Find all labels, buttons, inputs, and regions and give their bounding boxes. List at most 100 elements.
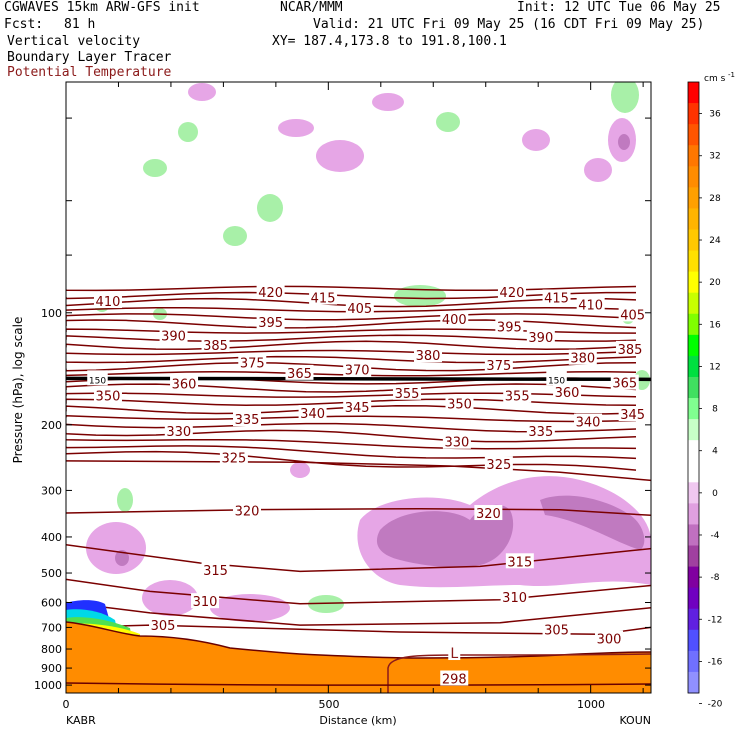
colorbar-swatch [688,292,699,315]
left-station-label: KABR [66,714,96,727]
theta-label-bg [618,405,647,421]
theta-label: 405 [347,302,372,317]
colorbar-swatch [688,124,699,146]
theta-label: 350 [96,390,121,405]
colorbar-tick-label: 16 [709,320,721,330]
theta-label-bg [445,395,474,411]
colorbar-unit: cm s [704,74,726,84]
colorbar-swatch [688,419,699,441]
theta-label: 335 [235,413,260,428]
theta-label: 150 [89,376,106,386]
theta-label: 310 [193,595,218,610]
theta-labels: 420 415 405 410 420 415 410 405 395 400 395 390 390 3… [87,284,647,688]
theta-label: 330 [166,425,191,440]
downdraft-blob [290,462,310,478]
theta-label: 315 [507,555,532,570]
theta-label-bg [500,589,529,605]
colorbar-swatch [688,103,699,125]
theta-label: 335 [528,425,553,440]
theta-label-bg [238,354,267,370]
theta-label: 395 [497,321,522,336]
theta-label: 380 [416,349,441,364]
colorbar-swatch [688,440,699,462]
theta-label: 420 [258,286,283,301]
colorbar-swatch [688,566,699,589]
theta-contour-line [66,355,637,364]
theta-label: 325 [221,452,246,467]
theta-label: 320 [235,505,260,520]
colorbar-unit-exponent: -1 [728,71,735,79]
theta-label: L [450,646,458,662]
theta-contour-line [66,429,637,443]
colorbar-swatch [688,145,699,167]
theta-label-bg [285,364,314,380]
y-tick-label: 300 [41,484,62,497]
theta-contour-line [66,601,651,626]
theta-contour-line [66,398,637,407]
theta-label-bg [343,361,372,377]
low-pressure-contour [387,653,651,693]
theta-label-bg [219,449,248,465]
theta-contour-line [66,445,637,460]
theta-label: 298 [442,673,467,688]
theta-label: 325 [486,458,511,473]
updraft-blob [178,122,198,142]
updraft-blob [117,488,133,512]
colorbar-tick-label: 4 [712,447,718,457]
colorbar-tick-label: 12 [709,362,720,372]
fcst-value: 81 h [64,17,96,32]
theta-label: 390 [161,329,186,344]
theta-label-bg [201,561,230,577]
theta-label: 385 [618,343,643,358]
colorbar-swatch [688,482,699,504]
xy-coordinates: XY= 187.4,173.8 to 191.8,100.1 [272,34,507,49]
field-boundary-layer-tracer: Boundary Layer Tracer [7,50,172,65]
colorbar: 36 32 28 24 20 16 12 8 4 0 -4 -8 -12 -16 -20 [687,81,723,710]
model-title: CGWAVES 15km ARW-GFS init [4,0,200,15]
colorbar-swatch [688,313,699,336]
y-tick-labels: 100 200 300 400 500 600 700 800 900 1000 [34,307,62,692]
theta-label-bg [474,505,503,521]
theta-label-bg [542,621,571,637]
theta-label-bg [440,311,469,327]
colorbar-tick-label: -12 [708,615,723,625]
theta-label: 365 [287,367,312,382]
updraft-blob [257,194,283,222]
theta-label: 370 [345,363,370,378]
colorbar-tick-label: -16 [708,657,723,667]
theta-label-bg [546,370,567,386]
theta-contour-line [66,371,637,377]
colorbar-tick-label: 36 [709,110,721,120]
theta-label: 355 [395,387,420,402]
colorbar-tick-label: 24 [709,236,721,246]
theta-label-bg [343,398,372,414]
theta-contour-line [66,544,651,573]
theta-label-bg [233,411,262,427]
colorbar-swatch [688,271,699,294]
theta-label-bg [542,289,571,305]
y-tick-label: 200 [41,419,62,432]
colorbar-swatch [688,355,699,378]
colorbar-tick-label: 8 [712,405,718,415]
theta-contour-line [66,306,637,313]
colorbar-swatch [688,82,699,104]
theta-label-bg [256,284,285,300]
theta-label-bg [526,423,555,439]
x-axis-label: Distance (km) [319,714,396,727]
theta-label: 395 [258,316,283,331]
surface-contour [66,682,651,686]
init-time: Init: 12 UTC Tue 06 May 25 [517,0,721,15]
theta-contour-line [66,450,637,471]
theta-contour-line [66,438,637,450]
y-tick-label: 600 [41,597,62,610]
theta-label: 305 [151,619,176,634]
colorbar-swatch [688,334,699,357]
colorbar-tick-label: -20 [708,700,723,710]
theta-label: 410 [96,295,121,310]
theta-contour-line [66,507,651,517]
theta-label-bg [618,306,647,322]
downdraft-blob [278,119,314,137]
theta-label-bg [576,296,605,312]
theta-label-bg [568,349,597,365]
theta-label: 330 [444,436,469,451]
